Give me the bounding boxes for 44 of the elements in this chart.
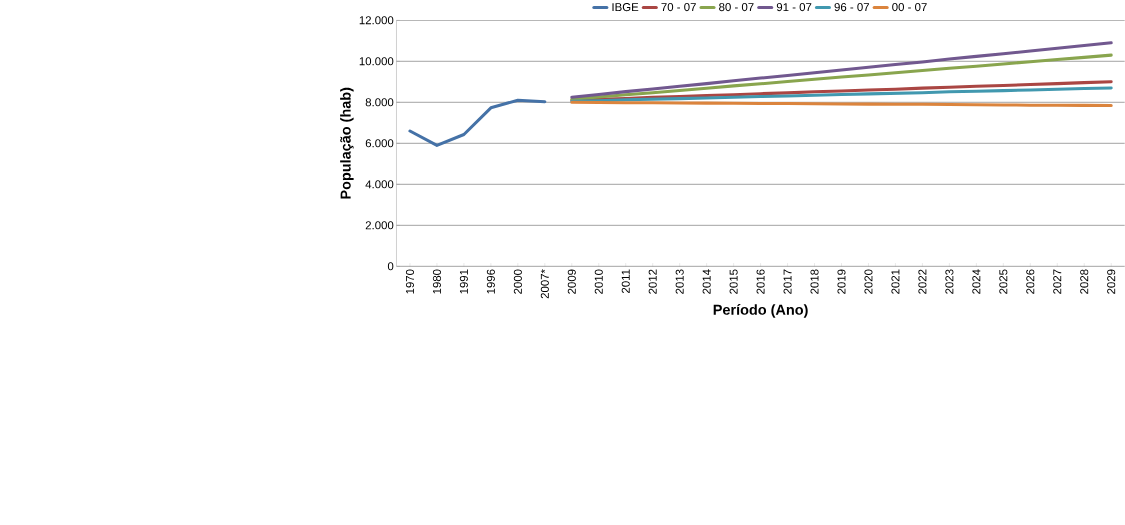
x-tick-label: 2027	[1053, 269, 1062, 295]
y-tick-label: 10.000	[359, 57, 394, 66]
y-axis-title: População (hab)	[340, 87, 354, 199]
x-tick-label: 2000	[513, 269, 522, 295]
legend-label: 96 - 07	[834, 3, 870, 12]
y-tick-label: 0	[387, 262, 394, 271]
x-tick-label: 1980	[432, 269, 441, 294]
line-series	[570, 41, 1113, 99]
x-tick-label: 2019	[837, 269, 846, 295]
x-tick-label: 2024	[972, 269, 981, 295]
x-tick-label: 1970	[405, 269, 415, 294]
legend-label: IBGE	[612, 3, 639, 12]
x-tick-label: 2021	[891, 269, 900, 295]
x-tick-label: 2023	[945, 269, 954, 295]
legend-label: 70 - 07	[661, 3, 696, 12]
y-tick-label: 6.000	[365, 139, 394, 148]
x-tick-label: 2016	[756, 269, 765, 295]
legend-label: 00 - 07	[892, 3, 927, 12]
x-tick-label: 2018	[810, 269, 819, 295]
legend-label: 91 - 07	[776, 3, 812, 12]
x-tick-label: 2011	[621, 269, 630, 294]
x-tick-label: 2022	[918, 269, 927, 295]
x-tick-label: 2013	[675, 269, 684, 295]
y-tick-label: 8.000	[365, 98, 394, 107]
y-tick-label: 12.000	[359, 16, 394, 25]
x-tick-label: 2020	[864, 269, 873, 295]
x-tick-label: 1991	[459, 269, 468, 294]
line-series	[408, 98, 547, 148]
x-tick-label: 2026	[1026, 269, 1035, 295]
x-tick-label: 2017	[783, 269, 792, 295]
x-tick-label: 2007*	[540, 269, 549, 299]
x-tick-label: 2028	[1080, 269, 1089, 295]
y-tick-label: 4.000	[365, 180, 394, 189]
x-tick-label: 2009	[567, 269, 576, 295]
y-tick-label: 2.000	[365, 221, 394, 230]
x-tick-label: 2025	[999, 269, 1008, 295]
x-tick-label: 2012	[648, 269, 657, 295]
x-tick-label: 2029	[1107, 269, 1116, 295]
x-tick-label: 2010	[594, 269, 603, 295]
legend-label: 80 - 07	[719, 3, 754, 12]
x-axis-title: Período (Ano)	[713, 304, 808, 318]
x-tick-label: 2015	[729, 269, 738, 295]
x-tick-label: 1996	[486, 269, 495, 294]
x-tick-label: 2014	[702, 269, 711, 295]
